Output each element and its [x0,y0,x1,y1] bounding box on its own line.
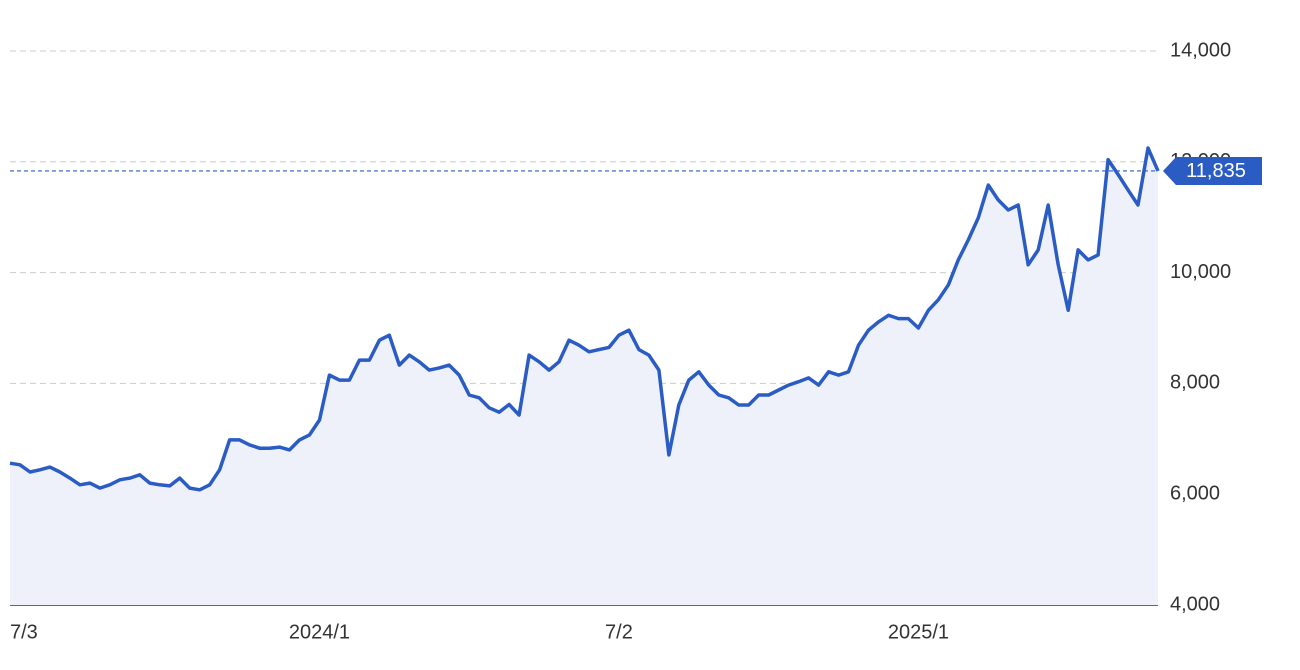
x-tick-label: 2025/1 [888,621,949,643]
y-tick-label: 6,000 [1170,482,1220,504]
y-tick-label: 14,000 [1170,39,1231,61]
y-tick-label: 4,000 [1170,593,1220,615]
x-tick-label: 7/2 [605,621,633,643]
y-tick-label: 10,000 [1170,261,1231,283]
current-price-tag [1163,156,1262,185]
current-price-label: 11,835 [1186,160,1246,182]
price-line [9,146,1160,492]
x-tick-label: 7/3 [10,621,38,643]
y-tick-label: 8,000 [1170,372,1220,394]
x-tick-label: 2024/1 [289,621,350,643]
area [10,148,1158,605]
